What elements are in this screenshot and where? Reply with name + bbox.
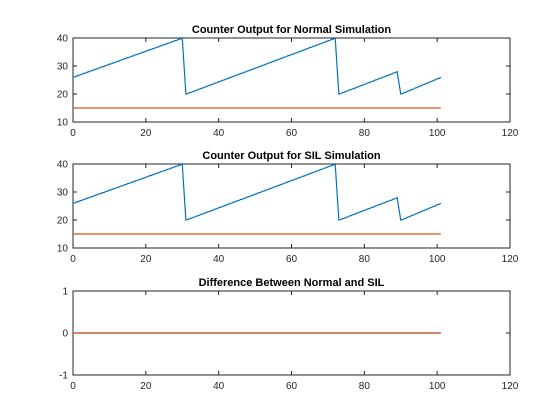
x-tick-label: 20 xyxy=(140,128,152,139)
plot-title: Counter Output for SIL Simulation xyxy=(202,150,381,162)
x-tick-label: 20 xyxy=(140,254,152,265)
x-tick-label: 100 xyxy=(429,254,446,265)
y-tick-label: 0 xyxy=(62,329,68,340)
y-tick-label: 40 xyxy=(57,160,69,171)
x-tick-label: 120 xyxy=(502,254,519,265)
x-tick-label: 40 xyxy=(213,381,225,392)
axes-box xyxy=(72,163,511,249)
y-tick-label: 30 xyxy=(57,62,69,73)
plot-title: Counter Output for Normal Simulation xyxy=(192,24,391,36)
subplot-2: 0 20 40 60 80 100 120 10 20 30 40 Counter Output fo… xyxy=(57,150,519,265)
x-tick-label: 0 xyxy=(70,254,76,265)
x-tick-label: 100 xyxy=(429,381,446,392)
series-line-1 xyxy=(72,36,442,95)
plot-title: Difference Between Normal and SIL xyxy=(199,277,385,289)
y-tick-label: -1 xyxy=(59,371,68,382)
x-tick-label: 40 xyxy=(213,128,225,139)
x-tick-label: 120 xyxy=(502,381,519,392)
series-line-1 xyxy=(72,162,442,221)
x-tick-label: 40 xyxy=(213,254,225,265)
x-tick-label: 60 xyxy=(286,128,298,139)
y-tick-label: 30 xyxy=(57,188,69,199)
y-tick-label: 20 xyxy=(57,216,69,227)
y-tick-label: 10 xyxy=(57,244,69,255)
x-tick-label: 80 xyxy=(359,128,371,139)
y-tick-label: 40 xyxy=(57,34,69,45)
y-tick-label: 20 xyxy=(57,90,69,101)
x-tick-label: 80 xyxy=(359,381,371,392)
x-tick-label: 20 xyxy=(140,381,152,392)
x-tick-label: 0 xyxy=(70,381,76,392)
y-tick-label: 10 xyxy=(57,118,69,129)
x-tick-label: 60 xyxy=(286,381,298,392)
y-tick-label: 1 xyxy=(62,287,68,298)
subplot-1: 0 20 40 60 80 100 120 10 20 30 40 Counter Output fo… xyxy=(57,24,519,139)
x-tick-label: 120 xyxy=(502,128,519,139)
x-tick-label: 0 xyxy=(70,128,76,139)
x-tick-label: 60 xyxy=(286,254,298,265)
axes-box xyxy=(72,37,511,123)
x-tick-label: 80 xyxy=(359,254,371,265)
x-tick-label: 100 xyxy=(429,128,446,139)
